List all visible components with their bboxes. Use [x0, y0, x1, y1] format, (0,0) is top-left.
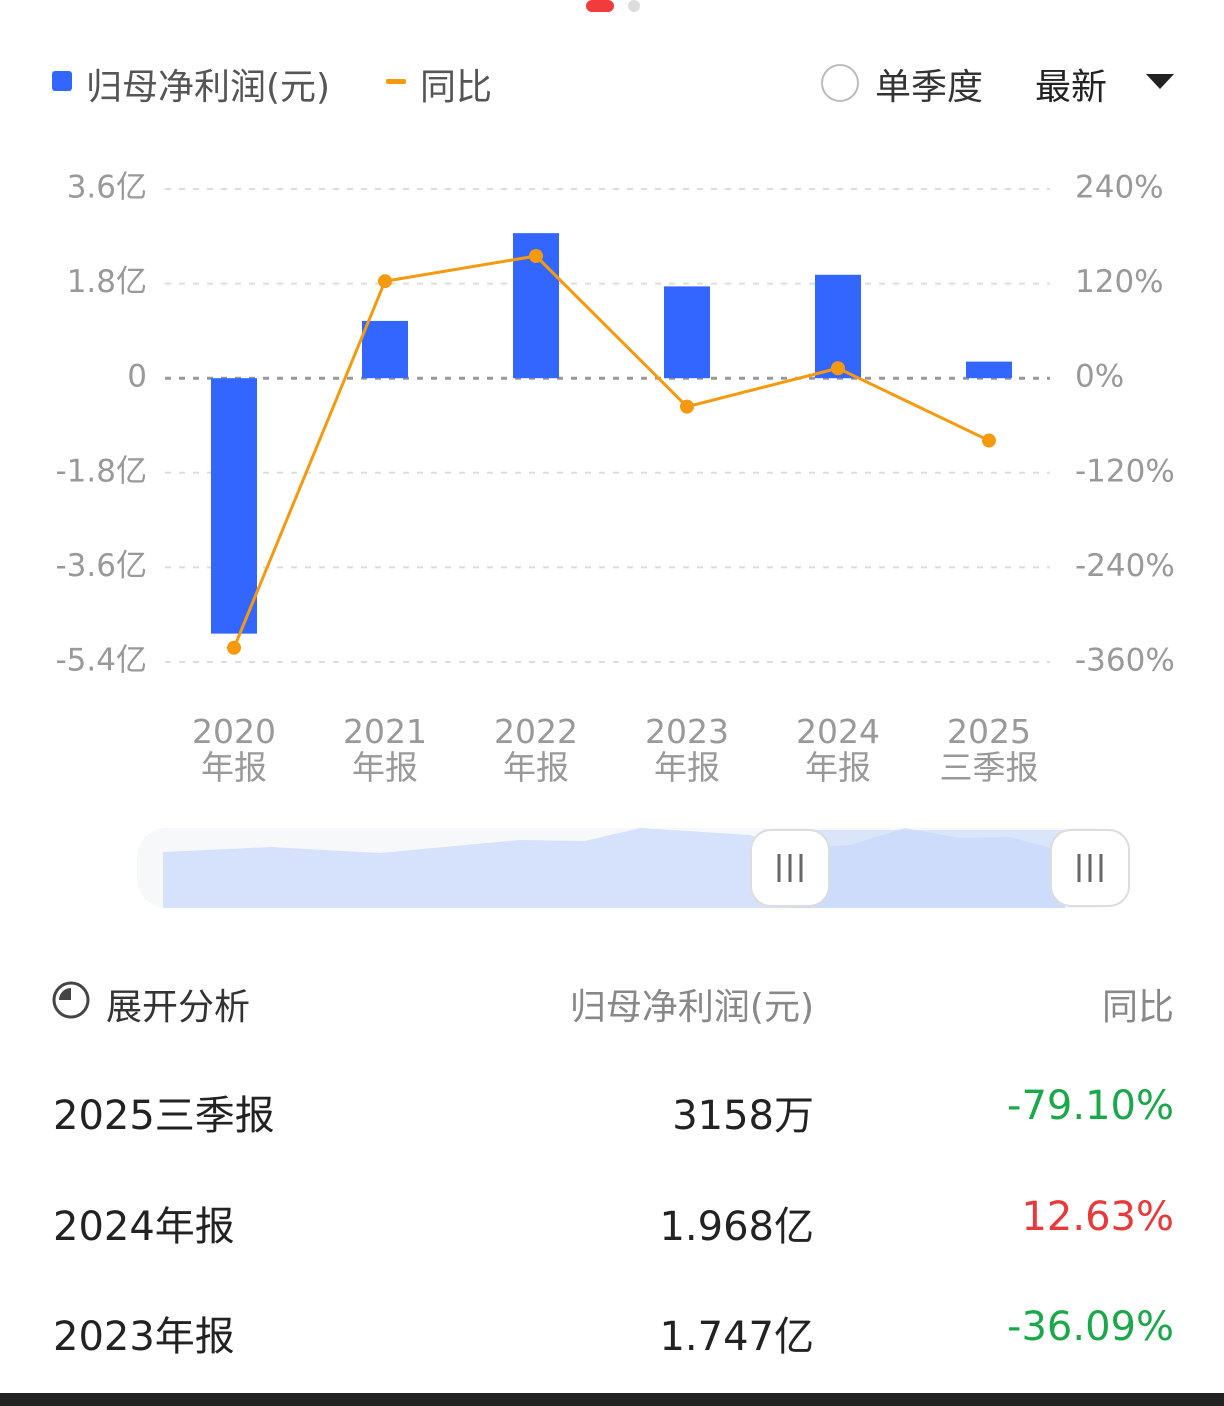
line-point [831, 361, 845, 376]
y-tick-label: 0 [127, 359, 147, 395]
period-select[interactable]: 最新 [1035, 67, 1108, 108]
handle-grip [777, 854, 803, 882]
line-point [680, 399, 694, 414]
bar [815, 274, 861, 379]
x-tick-label: 2023 年报 [645, 712, 729, 787]
column-header: 归母净利润(元) [569, 987, 814, 1028]
y2-tick-label: -240% [1075, 548, 1175, 584]
row-value: 3158万 [672, 1093, 814, 1139]
x-tick-label: 2025 三季报 [939, 712, 1039, 787]
y-tick-label: 3.6亿 [67, 170, 147, 206]
x-tick-label: 2022 年报 [494, 712, 578, 787]
row-period: 2023年报 [53, 1314, 235, 1360]
radio-button[interactable] [821, 64, 859, 102]
bar [362, 320, 408, 379]
row-yoy: -79.10% [1007, 1083, 1174, 1129]
row-period: 2025三季报 [53, 1093, 275, 1139]
x-tick-label: 2020 年报 [192, 712, 276, 787]
y-tick-label: -1.8亿 [56, 453, 148, 489]
row-yoy: 12.63% [1021, 1194, 1174, 1240]
analysis-icon[interactable] [52, 981, 90, 1019]
icon-ring [52, 981, 90, 1019]
icon-wedge [59, 988, 71, 1000]
slider-selection [790, 830, 1065, 908]
y2-tick-label: 240% [1075, 170, 1164, 206]
column-header: 同比 [1101, 987, 1174, 1028]
x-tick-label: 2024 年报 [796, 712, 880, 787]
page-dot-active [586, 0, 614, 12]
line-point [227, 640, 241, 655]
y2-tick-label: -360% [1075, 643, 1175, 679]
expand-analysis[interactable]: 展开分析 [106, 987, 251, 1028]
row-value: 1.747亿 [659, 1314, 814, 1360]
line-point [529, 249, 543, 264]
line [232, 254, 990, 649]
y-tick-label: -5.4亿 [56, 643, 148, 679]
range-slider[interactable] [137, 828, 1130, 908]
y2-tick-label: -120% [1075, 453, 1175, 489]
legend-label: 归母净利润(元) [86, 67, 331, 108]
dropdown-arrow[interactable] [1146, 74, 1174, 89]
row-value: 1.968亿 [659, 1204, 814, 1250]
legend-label: 同比 [420, 67, 493, 108]
toggle-label[interactable]: 单季度 [875, 67, 984, 108]
y2-tick-label: 120% [1075, 264, 1164, 300]
bar [664, 286, 710, 379]
row-period: 2024年报 [53, 1204, 235, 1250]
x-tick-label: 2021 年报 [343, 712, 427, 787]
handle-grip [1077, 854, 1103, 882]
bar [966, 361, 1012, 379]
y-tick-label: 1.8亿 [67, 264, 147, 300]
line-point [378, 274, 392, 289]
y-tick-label: -3.6亿 [56, 548, 148, 584]
legend-swatch-line [386, 79, 406, 84]
y2-tick-label: 0% [1075, 359, 1124, 395]
legend-swatch-bar [52, 71, 72, 91]
bar [211, 378, 257, 634]
row-yoy: -36.09% [1007, 1304, 1174, 1350]
nav-bar [0, 1393, 1224, 1406]
page-dot [628, 0, 640, 12]
line-point [982, 433, 996, 448]
